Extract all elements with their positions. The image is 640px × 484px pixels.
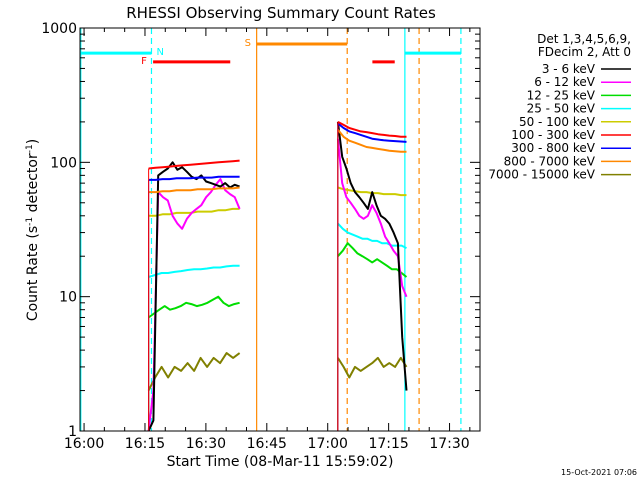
plot-frame — [79, 27, 481, 432]
y-axis-label-mid: detector — [25, 153, 41, 217]
y-axis: 1 10 100 1000 — [41, 21, 480, 440]
legend-label-3: 25 - 50 keV — [527, 102, 596, 116]
x-tick-label-6: 17:30 — [429, 436, 469, 452]
y-axis-label-end: ) — [25, 139, 41, 144]
x-tick-label-0: 16:00 — [64, 436, 104, 452]
flag-bars: FS — [141, 38, 395, 67]
legend-header-line-2: FDecim 2, Att 0 — [538, 45, 631, 59]
legend-label-8: 7000 - 15000 keV — [488, 168, 595, 182]
series-line-1-seg-1 — [336, 138, 408, 298]
y-axis-label-exponent-2: -1 — [25, 144, 35, 153]
flag-bar-label-2: S — [245, 38, 251, 49]
chart-title: RHESSI Observing Summary Count Rates — [126, 4, 436, 22]
y-axis-label: Count Rate (s-1 detector-1) — [25, 139, 41, 321]
legend-label-2: 12 - 25 keV — [527, 88, 596, 102]
legend-label-5: 100 - 300 keV — [511, 128, 595, 142]
series-line-7-seg-1 — [337, 129, 407, 153]
legend-header-line-1: Det 1,3,4,5,6,9, — [537, 32, 631, 46]
vertical-markers: N — [80, 28, 462, 431]
series-line-8-seg-1 — [337, 356, 408, 379]
y-tick-label-2: 100 — [50, 155, 77, 171]
flag-bar-label-0: F — [141, 56, 147, 67]
y-tick-label-0: 1 — [68, 424, 77, 440]
series-line-3-seg-0 — [148, 264, 240, 278]
series-line-7-seg-0 — [148, 186, 240, 194]
series-line-2-seg-0 — [148, 295, 240, 319]
legend-label-1: 6 - 12 keV — [534, 75, 596, 89]
series-line-3-seg-1 — [337, 222, 407, 249]
legend-label-6: 300 - 800 keV — [511, 141, 595, 155]
series-line-5-seg-0 — [148, 159, 240, 170]
legend-label-7: 800 - 7000 keV — [504, 154, 596, 168]
series-line-0-seg-1 — [336, 121, 408, 391]
x-axis: 16:00 16:15 16:30 16:45 17:00 17:15 17:30 — [64, 28, 471, 452]
y-axis-label-exponent-1: -1 — [25, 217, 35, 226]
y-tick-label-3: 1000 — [41, 21, 77, 37]
y-tick-label-1: 10 — [59, 290, 77, 306]
footer-date: 15-Oct-2021 07:06 — [561, 468, 637, 477]
series-line-8-seg-0 — [147, 352, 241, 392]
legend-label-0: 3 - 6 keV — [542, 62, 596, 76]
legend-label-4: 50 - 100 keV — [519, 115, 596, 129]
legend: Det 1,3,4,5,6,9, FDecim 2, Att 0 3 - 6 k… — [488, 32, 631, 182]
series-lines — [147, 121, 408, 432]
x-tick-label-3: 16:45 — [247, 436, 287, 452]
series-line-4-seg-0 — [148, 207, 240, 217]
x-axis-label: Start Time (08-Mar-11 15:59:02) — [167, 454, 394, 470]
x-tick-label-5: 17:15 — [368, 436, 408, 452]
night-interval-label-0: N — [156, 47, 163, 58]
series-line-6-seg-1 — [337, 122, 407, 143]
y-axis-label-main: Count Rate (s — [25, 226, 41, 321]
x-tick-label-4: 17:00 — [308, 436, 348, 452]
series-line-6-seg-0 — [148, 175, 240, 181]
series-line-5-seg-1 — [337, 121, 407, 138]
series-line-2-seg-1 — [337, 242, 408, 278]
x-tick-label-1: 16:15 — [125, 436, 165, 452]
x-tick-label-2: 16:30 — [186, 436, 226, 452]
